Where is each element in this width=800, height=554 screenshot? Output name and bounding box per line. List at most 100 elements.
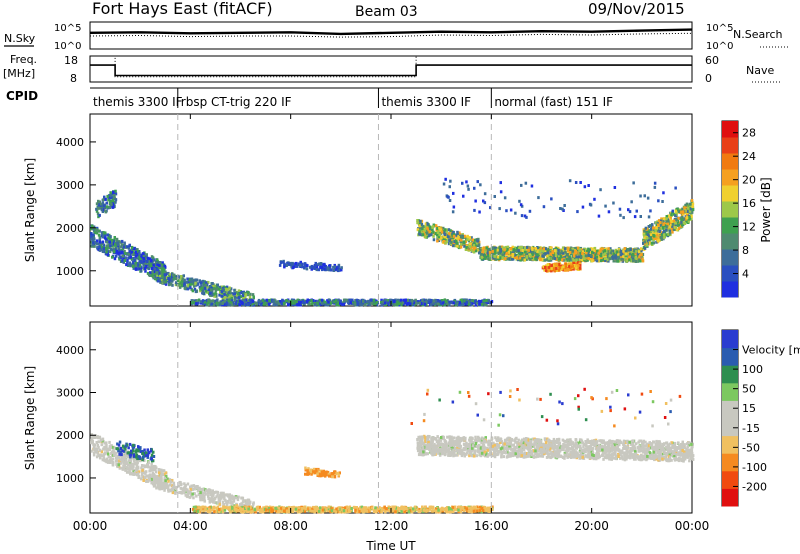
power-cell [205, 298, 209, 302]
power-cell [576, 261, 580, 265]
velocity-cell [108, 448, 112, 452]
power-cell [493, 254, 496, 258]
power-cell [680, 223, 684, 227]
power-cell [93, 237, 96, 241]
power-cell [608, 254, 612, 258]
power-cell [418, 230, 421, 234]
power-cell [572, 267, 575, 271]
power-cell [370, 301, 373, 305]
power-cell [530, 184, 534, 188]
power-cell [145, 264, 148, 268]
power-cell [156, 261, 160, 265]
power-cell [438, 299, 442, 303]
power-cell [210, 302, 214, 306]
velocity-cell [101, 437, 105, 441]
power-cell [420, 223, 424, 226]
power-cell [324, 303, 327, 307]
power-cell [168, 283, 171, 287]
power-cell [191, 289, 195, 293]
power-cell [499, 190, 503, 194]
power-cell [536, 255, 539, 259]
power-cell [238, 299, 242, 303]
power-cell [97, 229, 101, 233]
power-cell [163, 264, 167, 268]
power-cell [257, 298, 261, 302]
power-cell [549, 252, 553, 256]
power-cell [564, 265, 568, 269]
power-cell [662, 233, 666, 237]
power-cell [438, 302, 441, 306]
velocity-plot-area [89, 321, 693, 514]
velocity-cell [100, 443, 103, 447]
noise-tick-left-top: 10^5 [54, 23, 81, 34]
power-cell [268, 302, 271, 306]
power-cell [520, 204, 524, 208]
power-cell [134, 254, 138, 258]
power-cell [534, 247, 538, 251]
power-cell [585, 250, 588, 254]
power-cell [629, 259, 633, 263]
power-cell [628, 252, 632, 256]
power-cell [557, 268, 561, 272]
power-cell [448, 232, 451, 236]
power-cell [555, 249, 559, 253]
power-cell [647, 238, 650, 242]
power-cell [151, 272, 154, 276]
power-colorbar-band [722, 217, 738, 234]
power-cell [662, 231, 665, 235]
power-cell [531, 256, 534, 260]
power-cell [438, 226, 441, 230]
power-cell [226, 296, 229, 300]
power-cell [575, 255, 578, 259]
power-cell [104, 197, 107, 201]
power-cell [473, 208, 476, 212]
power-cell [235, 291, 239, 294]
power-cell [685, 220, 688, 224]
power-cell [657, 219, 661, 223]
power-cell [581, 205, 585, 209]
power-cell [520, 245, 523, 249]
velocity-cell [160, 470, 163, 474]
power-cell [563, 247, 567, 251]
power-cell [690, 200, 694, 204]
power-cell [645, 230, 649, 234]
power-cell [606, 251, 609, 255]
power-cell [646, 196, 650, 200]
power-cell [195, 278, 199, 282]
power-cell [180, 275, 183, 278]
power-cell [217, 287, 221, 291]
power-cell [111, 242, 115, 246]
velocity-cell [97, 445, 100, 449]
power-cell [186, 287, 190, 291]
power-cell [523, 247, 527, 251]
power-cell [320, 298, 324, 302]
power-cell [568, 258, 571, 262]
power-cell [589, 203, 593, 207]
power-cell [244, 293, 248, 297]
power-cell [595, 259, 599, 263]
power-cell [244, 298, 248, 302]
power-cell [212, 284, 215, 288]
power-cell [146, 256, 150, 260]
velocity-cell [160, 487, 163, 491]
power-cell [674, 209, 678, 213]
power-cell [391, 300, 394, 304]
power-cell [105, 250, 108, 254]
power-cell [479, 250, 482, 254]
power-cell [685, 216, 689, 220]
power-cell [430, 303, 433, 307]
power-cell [484, 256, 487, 260]
velocity-cell [91, 439, 94, 443]
power-cell [131, 264, 135, 268]
power-cell [90, 234, 93, 238]
power-cell [644, 226, 648, 230]
power-cell [448, 238, 451, 242]
power-cell [676, 220, 680, 223]
velocity-cell [124, 468, 128, 472]
power-cell [97, 199, 100, 203]
power-cell [248, 295, 252, 299]
power-cell [145, 253, 148, 257]
power-cell [548, 258, 552, 262]
power-cell [174, 277, 178, 280]
